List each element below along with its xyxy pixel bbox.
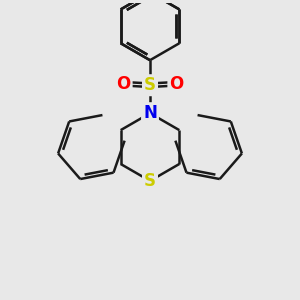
Text: S: S <box>144 172 156 190</box>
Text: S: S <box>144 76 156 94</box>
Text: N: N <box>143 104 157 122</box>
Text: O: O <box>169 75 184 93</box>
Text: O: O <box>116 75 130 93</box>
